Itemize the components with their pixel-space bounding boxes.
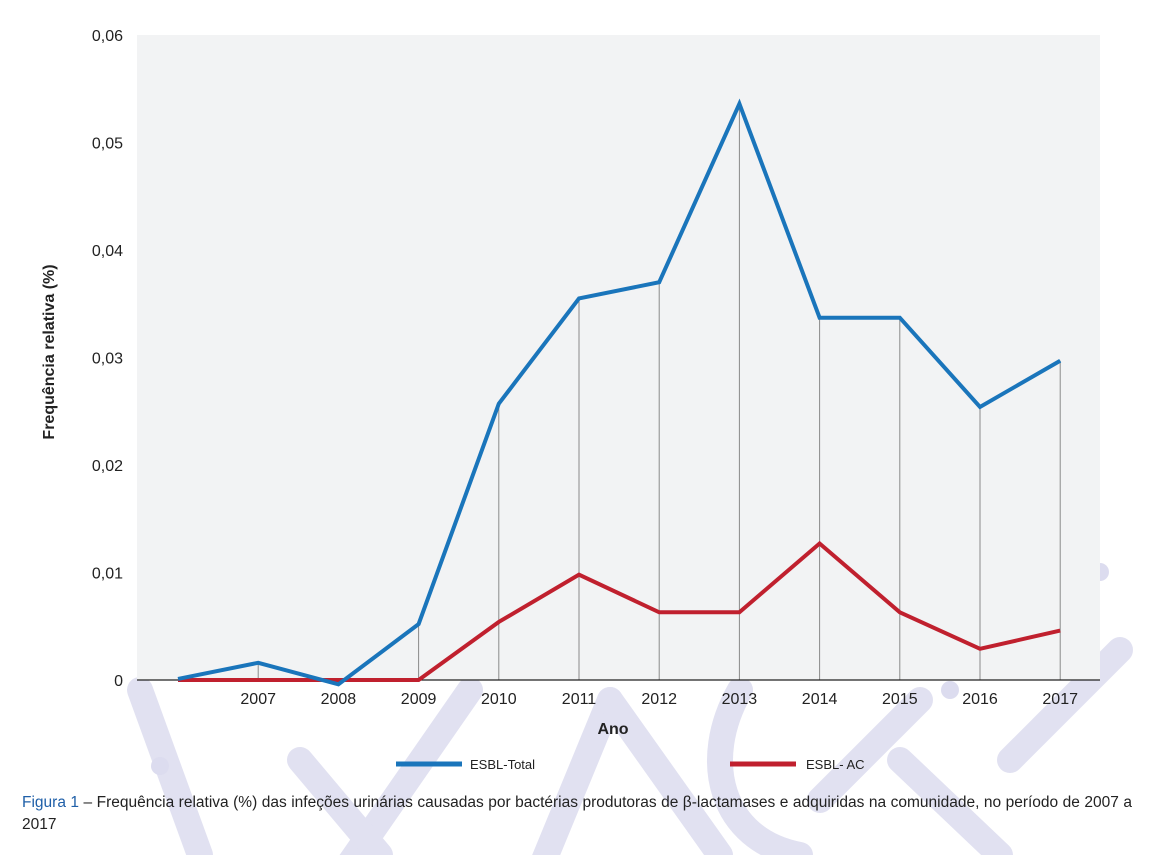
x-tick-label-2015: 2015 [882,691,918,708]
caption-text: – Frequência relativa (%) das infeções u… [22,794,1132,833]
y-axis: 0 0,01 0,02 0,03 0,04 0,05 0,06 [92,28,123,690]
series-line-esbl-total [177,98,1062,687]
x-tick-label-2008: 2008 [321,691,357,708]
x-tick-label-2017: 2017 [1042,691,1078,708]
x-tick-label-2016: 2016 [962,691,998,708]
legend-label-esbl-total: ESBL-Total [470,757,535,772]
y-tick-label: 0,02 [92,458,123,475]
y-tick-label: 0 [114,673,123,690]
legend-label-esbl-ac: ESBL- AC [806,757,865,772]
figure-caption: Figura 1 – Frequência relativa (%) das i… [22,792,1132,836]
figure-label: Figura 1 [22,794,80,811]
y-tick-label: 0,04 [92,243,123,260]
x-axis: 2007 2008 2009 2010 2011 2012 2013 2014 2015 2016… [240,691,1078,708]
y-tick-label: 0,01 [92,566,123,583]
y-tick-label: 0,05 [92,136,123,153]
x-axis-title: Ano [597,721,628,738]
y-tick-label: 0,03 [92,351,123,368]
x-tick-label-2009: 2009 [401,691,437,708]
x-tick-label-2011: 2011 [562,691,597,708]
gridlines [257,103,1061,680]
y-tick-label: 0,06 [92,28,123,45]
series-lines [177,98,1062,687]
legend: ESBL-Total ESBL- AC [396,757,865,772]
x-tick-label-2010: 2010 [481,691,517,708]
x-tick-label-2013: 2013 [722,691,758,708]
x-tick-label-2007: 2007 [240,691,276,708]
x-tick-label-2012: 2012 [641,691,677,708]
plot-background [137,35,1100,680]
x-tick-label-2014: 2014 [802,691,838,708]
y-axis-title: Frequência relativa (%) [41,264,58,439]
